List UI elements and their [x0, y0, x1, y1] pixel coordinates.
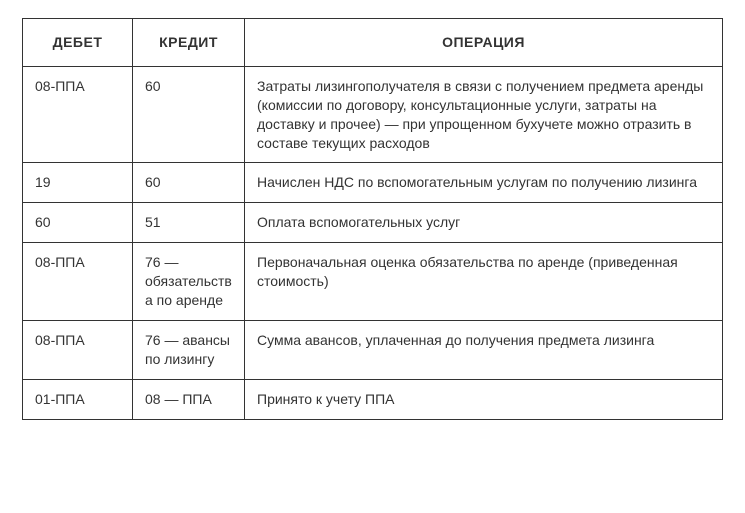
cell-operation: Принято к учету ППА [245, 379, 723, 419]
cell-debit: 08-ППА [23, 66, 133, 163]
cell-credit: 51 [133, 203, 245, 243]
cell-debit: 60 [23, 203, 133, 243]
col-header-debit: ДЕБЕТ [23, 19, 133, 67]
ledger-table: ДЕБЕТ КРЕДИТ ОПЕРАЦИЯ 08-ППА 60 Затраты … [22, 18, 723, 420]
table-row: 08-ППА 76 — обязательства по аренде Перв… [23, 243, 723, 321]
cell-debit: 01-ППА [23, 379, 133, 419]
cell-debit: 08-ППА [23, 243, 133, 321]
table-row: 01-ППА 08 — ППА Принято к учету ППА [23, 379, 723, 419]
cell-operation: Оплата вспомогательных услуг [245, 203, 723, 243]
cell-credit: 60 [133, 66, 245, 163]
col-header-operation: ОПЕРАЦИЯ [245, 19, 723, 67]
cell-credit: 08 — ППА [133, 379, 245, 419]
cell-debit: 08-ППА [23, 320, 133, 379]
table-row: 08-ППА 76 — авансы по лизингу Сумма аван… [23, 320, 723, 379]
cell-operation: Начислен НДС по вспомогательным услугам … [245, 163, 723, 203]
cell-credit: 76 — обязательства по аренде [133, 243, 245, 321]
col-header-credit: КРЕДИТ [133, 19, 245, 67]
table-row: 08-ППА 60 Затраты лизингополучателя в св… [23, 66, 723, 163]
cell-operation: Затраты лизингополучателя в связи с полу… [245, 66, 723, 163]
table-row: 60 51 Оплата вспомогательных услуг [23, 203, 723, 243]
cell-operation: Сумма авансов, уплаченная до получения п… [245, 320, 723, 379]
cell-operation: Первоначальная оценка обязательства по а… [245, 243, 723, 321]
cell-debit: 19 [23, 163, 133, 203]
table-row: 19 60 Начислен НДС по вспомогательным ус… [23, 163, 723, 203]
cell-credit: 60 [133, 163, 245, 203]
cell-credit: 76 — авансы по лизингу [133, 320, 245, 379]
header-row: ДЕБЕТ КРЕДИТ ОПЕРАЦИЯ [23, 19, 723, 67]
